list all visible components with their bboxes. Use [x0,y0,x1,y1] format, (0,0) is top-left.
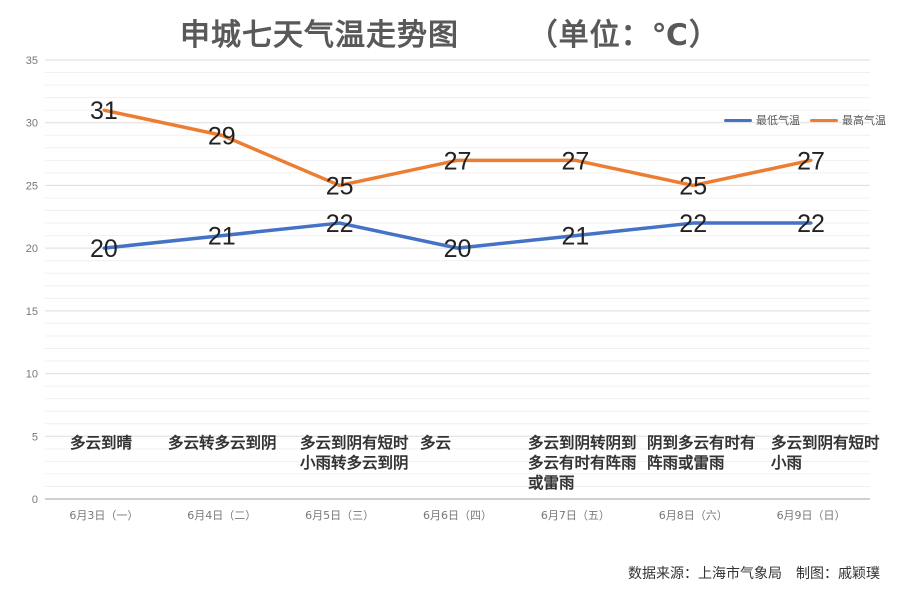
y-tick-label: 0 [32,494,38,506]
data-label: 25 [679,172,707,200]
legend-label-low: 最低气温 [756,114,800,127]
data-point [102,246,106,250]
title-text: 申城七天气温走势图 [180,18,459,53]
data-label: 22 [326,210,354,238]
weather-note: 阴到多云有时有阵雨或雷雨 [647,434,756,472]
data-label: 20 [444,235,472,263]
legend: 最低气温 最高气温 [724,112,886,128]
data-point [220,133,224,137]
y-tick-label: 35 [26,55,38,67]
chart-author: 制图：戚颖璞 [796,566,880,582]
x-tick-label: 6月5日（三） [305,509,374,522]
data-label: 27 [797,147,825,175]
data-label: 27 [444,147,472,175]
data-label: 21 [561,223,589,251]
data-point [809,158,813,162]
x-tick-label: 6月3日（一） [69,509,138,522]
data-label: 27 [561,147,589,175]
data-label: 22 [679,210,707,238]
data-source: 数据来源：上海市气象局 [628,566,782,582]
data-label: 25 [326,172,354,200]
data-point [573,158,577,162]
x-tick-label: 6月6日（四） [423,509,492,522]
data-point [338,183,342,187]
data-point [220,234,224,238]
weather-note: 多云到阴有短时小雨转多云到阴 [300,434,409,472]
data-label: 31 [90,97,118,125]
data-label: 22 [797,210,825,238]
y-tick-label: 25 [26,180,38,192]
y-tick-label: 15 [26,306,38,318]
data-label: 20 [90,235,118,263]
data-point [809,221,813,225]
data-label: 21 [208,223,236,251]
chart-title: 申城七天气温走势图 （单位：℃） [0,10,900,54]
data-point [456,246,459,250]
y-tick-label: 30 [26,118,38,130]
legend-label-high: 最高气温 [842,114,886,127]
data-point [573,234,577,238]
data-point [691,183,695,187]
footer: 数据来源：上海市气象局 制图：戚颖璞 [614,563,880,583]
unit-note: （单位：℃） [527,18,720,53]
weather-note: 多云到晴 [70,434,133,452]
data-point [456,158,459,162]
x-tick-label: 6月9日（日） [777,509,846,522]
y-tick-label: 20 [26,243,38,255]
y-tick-label: 5 [32,431,38,443]
legend-swatch-low [724,118,752,122]
data-point [102,108,106,112]
x-tick-label: 6月4日（二） [187,509,256,522]
data-point [691,221,695,225]
weather-note: 多云转多云到阴 [168,434,277,452]
x-tick-label: 6月7日（五） [541,509,610,522]
y-tick-label: 10 [26,369,38,381]
weather-note: 多云 [420,434,452,452]
x-tick-label: 6月8日（六） [659,509,728,522]
legend-swatch-high [810,118,838,122]
weather-note: 多云到阴转阴到多云有时有阵雨或雷雨 [528,434,637,492]
weather-note: 多云到阴有短时小雨 [771,434,880,472]
data-label: 29 [208,122,236,150]
data-point [338,221,342,225]
